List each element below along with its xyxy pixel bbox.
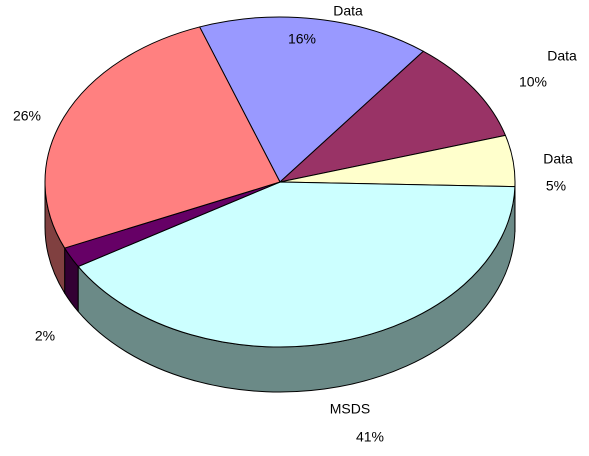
slice-category-label: MSDS [330, 401, 370, 417]
slice-value-label: 10% [519, 74, 547, 90]
slice-category-label: Data [547, 48, 577, 64]
slice [279, 50, 506, 183]
slice [199, 16, 424, 183]
slice-category-label: Data [333, 3, 363, 19]
slice-category-label: Data [543, 151, 573, 167]
slice-value-label: 5% [546, 178, 566, 194]
slice-value-label: 2% [35, 328, 55, 344]
slice [77, 181, 516, 348]
slice-value-label: 16% [288, 31, 316, 47]
slice-value-label: 41% [356, 429, 384, 445]
slice [44, 26, 281, 249]
slice-value-label: 26% [13, 108, 41, 124]
